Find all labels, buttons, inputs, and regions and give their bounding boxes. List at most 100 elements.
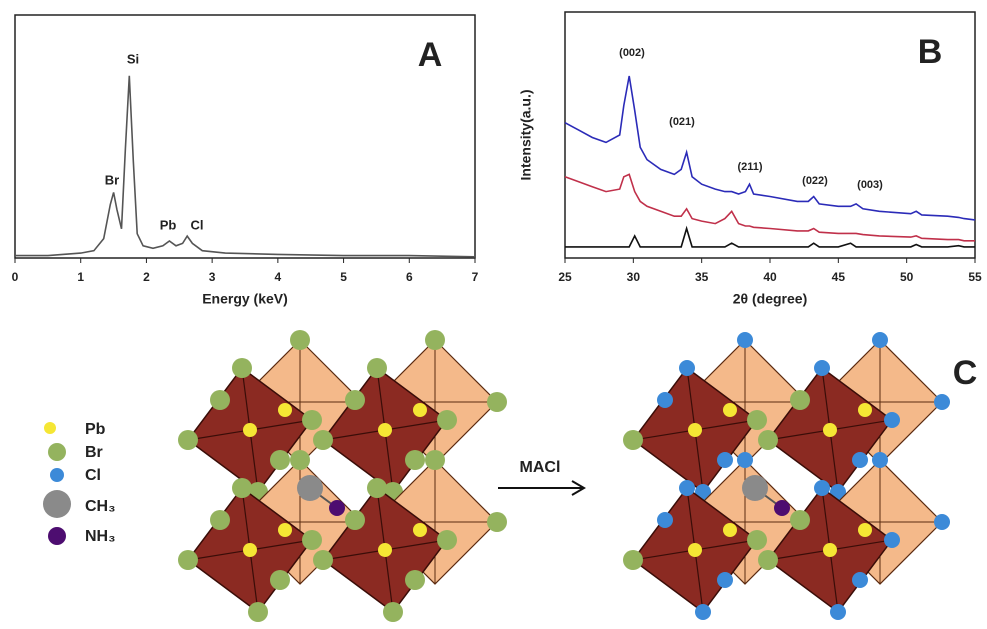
annotation: (002)	[619, 47, 645, 59]
atom	[717, 452, 733, 468]
molecule	[329, 500, 345, 516]
molecule	[297, 475, 323, 501]
atom	[747, 410, 767, 430]
atom	[313, 550, 333, 570]
atom	[695, 604, 711, 620]
x-tick-label: 1	[77, 270, 84, 284]
y-axis-label: Intensity(a.u.)	[518, 89, 534, 180]
atom	[872, 332, 888, 348]
atom	[884, 532, 900, 548]
x-tick-label: 4	[275, 270, 282, 284]
annotation: (003)	[857, 179, 883, 191]
atom	[405, 450, 425, 470]
atom	[747, 530, 767, 550]
legend-marker	[43, 490, 71, 518]
atom	[737, 452, 753, 468]
atom	[437, 410, 457, 430]
x-tick-label: 50	[900, 270, 914, 284]
data-line	[564, 75, 976, 221]
atom	[405, 570, 425, 590]
legend-label: Br	[85, 444, 103, 461]
atom	[290, 330, 310, 350]
x-tick-label: 55	[968, 270, 982, 284]
crystal-structures	[178, 330, 950, 622]
atom	[723, 403, 737, 417]
legend-marker	[50, 468, 64, 482]
legend-label: Cl	[85, 467, 101, 484]
atom	[232, 478, 252, 498]
atom	[858, 523, 872, 537]
annotation: Br	[105, 172, 119, 187]
atom	[178, 430, 198, 450]
x-tick-label: 5	[340, 270, 347, 284]
atom	[437, 530, 457, 550]
x-axis-label: Energy (keV)	[202, 291, 288, 307]
data-line	[15, 75, 476, 258]
atom	[852, 452, 868, 468]
atom	[378, 423, 392, 437]
atom	[814, 360, 830, 376]
arrow-label: MACl	[520, 459, 561, 476]
legend-label: NH₃	[85, 528, 116, 545]
panel-label: A	[418, 36, 443, 74]
atom	[302, 530, 322, 550]
annotation: (021)	[669, 116, 695, 128]
atom	[723, 523, 737, 537]
annotation: Cl	[191, 217, 204, 232]
atom	[243, 423, 257, 437]
atom	[232, 358, 252, 378]
atom	[790, 510, 810, 530]
data-line	[565, 225, 975, 248]
atom	[858, 403, 872, 417]
x-tick-label: 30	[627, 270, 641, 284]
atom	[290, 450, 310, 470]
atom	[367, 478, 387, 498]
atom	[872, 452, 888, 468]
x-axis-label: 2θ (degree)	[733, 291, 807, 307]
legend-label: CH₃	[85, 498, 116, 515]
annotation: Si	[127, 51, 139, 66]
molecule	[774, 500, 790, 516]
atom	[425, 450, 445, 470]
atom	[823, 543, 837, 557]
x-tick-label: 0	[12, 270, 19, 284]
atom	[313, 430, 333, 450]
atom	[367, 358, 387, 378]
atom	[248, 602, 268, 622]
x-tick-label: 35	[695, 270, 709, 284]
x-tick-label: 7	[472, 270, 479, 284]
x-tick-label: 25	[558, 270, 572, 284]
x-tick-label: 3	[209, 270, 216, 284]
x-tick-label: 40	[763, 270, 777, 284]
annotation: Pb	[160, 217, 177, 232]
atom	[884, 412, 900, 428]
atom	[210, 510, 230, 530]
legend-marker	[48, 527, 66, 545]
x-tick-label: 6	[406, 270, 413, 284]
atom	[178, 550, 198, 570]
legend-marker	[44, 422, 56, 434]
atom	[823, 423, 837, 437]
atom	[717, 572, 733, 588]
atom	[623, 550, 643, 570]
atom	[487, 512, 507, 532]
annotation: (211)	[737, 161, 762, 173]
atom	[679, 360, 695, 376]
panel-label: B	[918, 33, 943, 71]
legend-label: Pb	[85, 421, 106, 438]
atom	[278, 523, 292, 537]
atom	[623, 430, 643, 450]
atom	[413, 523, 427, 537]
atom	[210, 390, 230, 410]
atom	[657, 392, 673, 408]
x-tick-label: 45	[832, 270, 846, 284]
annotation: (022)	[802, 175, 828, 187]
atom	[378, 543, 392, 557]
atom	[852, 572, 868, 588]
atom	[302, 410, 322, 430]
atom	[790, 390, 810, 410]
x-tick-label: 2	[143, 270, 150, 284]
atom	[737, 332, 753, 348]
atom	[383, 602, 403, 622]
atom	[425, 330, 445, 350]
